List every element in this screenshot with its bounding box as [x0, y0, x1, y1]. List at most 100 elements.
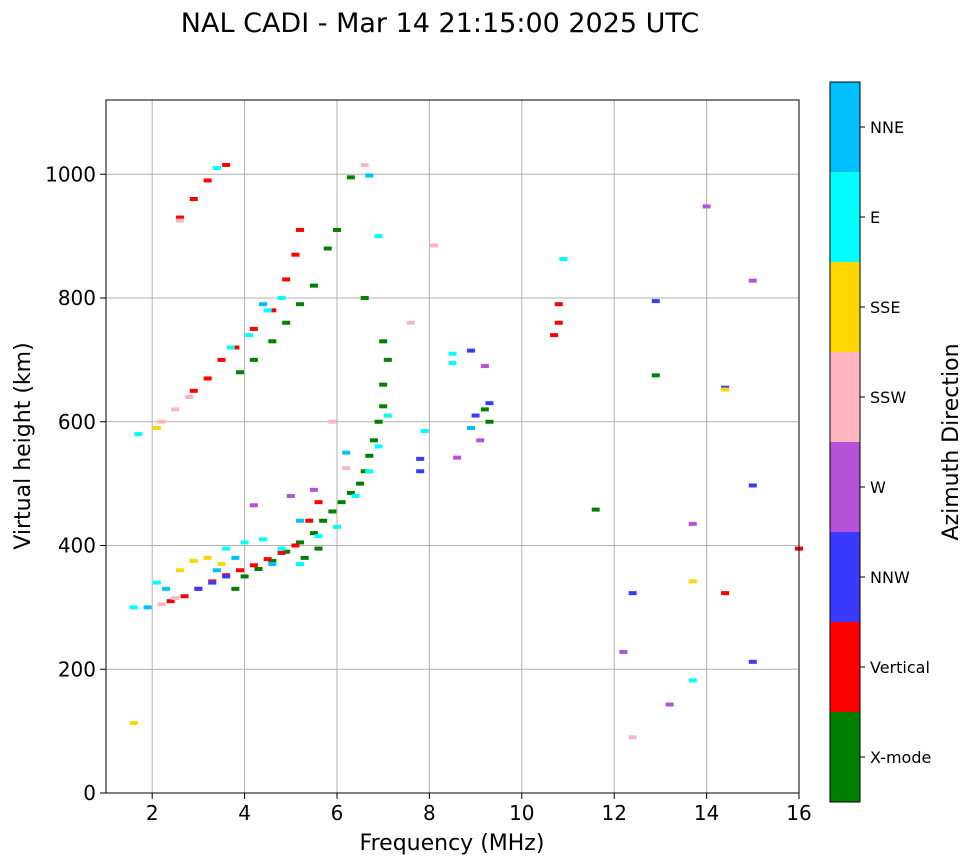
colorbar-segment	[830, 532, 860, 622]
x-axis-label: Frequency (MHz)	[360, 831, 545, 856]
data-point-e	[277, 296, 286, 300]
data-point-w	[619, 649, 628, 654]
data-point-nnw	[208, 580, 217, 585]
data-point-vertical	[305, 518, 314, 523]
data-point-e	[351, 494, 360, 498]
data-point-vertical	[235, 568, 244, 573]
data-point-nnw	[471, 413, 480, 418]
y-tick-label: 400	[58, 534, 96, 558]
data-point-nnw	[628, 591, 637, 596]
data-point-e	[448, 360, 457, 365]
data-point-x-mode	[374, 419, 383, 424]
data-point-w	[476, 438, 485, 443]
data-point-x-mode	[296, 540, 305, 545]
data-point-w	[249, 503, 258, 508]
data-point-ssw	[430, 243, 439, 248]
data-point-w	[748, 278, 757, 283]
data-point-nne	[365, 173, 374, 178]
data-point-vertical	[291, 543, 300, 548]
colorbar-tick-label: Vertical	[870, 658, 930, 677]
data-point-e	[226, 345, 235, 350]
x-tick-label: 6	[331, 801, 344, 825]
data-point-vertical	[180, 594, 189, 599]
data-point-nne	[259, 302, 268, 307]
data-point-x-mode	[383, 357, 392, 362]
data-point-x-mode	[337, 500, 346, 505]
data-point-x-mode	[254, 567, 263, 572]
data-point-nnw	[416, 469, 425, 474]
data-point-nnw	[651, 299, 660, 304]
data-point-e	[212, 166, 221, 171]
data-point-e	[374, 444, 383, 449]
data-point-x-mode	[231, 586, 240, 591]
data-point-e	[245, 333, 254, 338]
data-point-x-mode	[300, 555, 309, 560]
data-point-e	[152, 580, 161, 585]
data-point-vertical	[554, 320, 563, 325]
data-point-w	[480, 364, 489, 369]
data-point-nnw	[416, 456, 425, 461]
y-tick-label: 1000	[45, 162, 96, 186]
x-tick-label: 4	[238, 801, 251, 825]
data-point-x-mode	[360, 296, 369, 300]
data-point-ssw	[171, 596, 180, 601]
data-point-vertical	[222, 162, 231, 167]
data-point-ssw	[360, 162, 369, 167]
data-point-x-mode	[356, 481, 365, 486]
data-point-x-mode	[309, 283, 318, 288]
data-point-nne	[212, 568, 221, 573]
y-tick-label: 800	[58, 286, 96, 310]
x-tick-label: 12	[601, 801, 626, 825]
data-point-e	[129, 605, 138, 610]
data-point-e	[420, 429, 429, 434]
data-point-vertical	[263, 557, 272, 562]
data-point-x-mode	[365, 453, 374, 458]
colorbar-tick-label: NNW	[870, 568, 910, 587]
data-point-w	[309, 487, 318, 492]
data-point-w	[453, 455, 462, 460]
data-point-sse	[721, 387, 730, 392]
colorbar-segment	[830, 352, 860, 442]
data-point-x-mode	[296, 302, 305, 307]
y-tick-label: 200	[58, 657, 96, 681]
data-point-ssw	[171, 407, 180, 412]
x-tick-label: 8	[423, 801, 436, 825]
data-point-vertical	[314, 500, 323, 505]
data-point-ssw	[157, 419, 166, 424]
data-point-x-mode	[346, 175, 355, 180]
data-point-e	[263, 308, 272, 313]
colorbar-segment	[830, 262, 860, 352]
data-point-vertical	[277, 550, 286, 555]
data-point-nne	[162, 586, 171, 591]
data-point-x-mode	[309, 531, 318, 536]
data-point-x-mode	[369, 438, 378, 443]
data-point-e	[134, 432, 143, 437]
data-point-w	[688, 521, 697, 526]
colorbar-tick-label: SSW	[870, 388, 906, 407]
data-point-vertical	[282, 277, 291, 282]
grid-lines	[106, 100, 800, 794]
data-point-vertical	[203, 376, 212, 381]
data-point-nne	[296, 518, 305, 523]
data-point-e	[240, 540, 249, 545]
data-point-e	[314, 534, 323, 539]
data-point-ssw	[175, 218, 184, 223]
data-point-nne	[143, 605, 152, 610]
colorbar-tick-label: NNE	[870, 118, 904, 137]
axis-ticks: 2 4 6 8 10 12 14 16 0 200 400 600 800 1000	[45, 162, 812, 825]
data-point-sse	[129, 721, 138, 726]
data-point-vertical	[217, 357, 226, 362]
data-point-vertical	[189, 197, 198, 201]
data-point-e	[333, 524, 341, 529]
data-point-sse	[189, 558, 198, 563]
data-point-e	[383, 413, 392, 418]
data-point-x-mode	[249, 357, 258, 362]
data-point-x-mode	[323, 246, 332, 251]
data-point-x-mode	[591, 507, 600, 512]
data-point-e	[448, 351, 457, 356]
data-point-x-mode	[485, 419, 494, 424]
data-point-nnw	[485, 401, 494, 406]
data-point-e	[559, 257, 568, 262]
data-point-x-mode	[314, 546, 323, 551]
